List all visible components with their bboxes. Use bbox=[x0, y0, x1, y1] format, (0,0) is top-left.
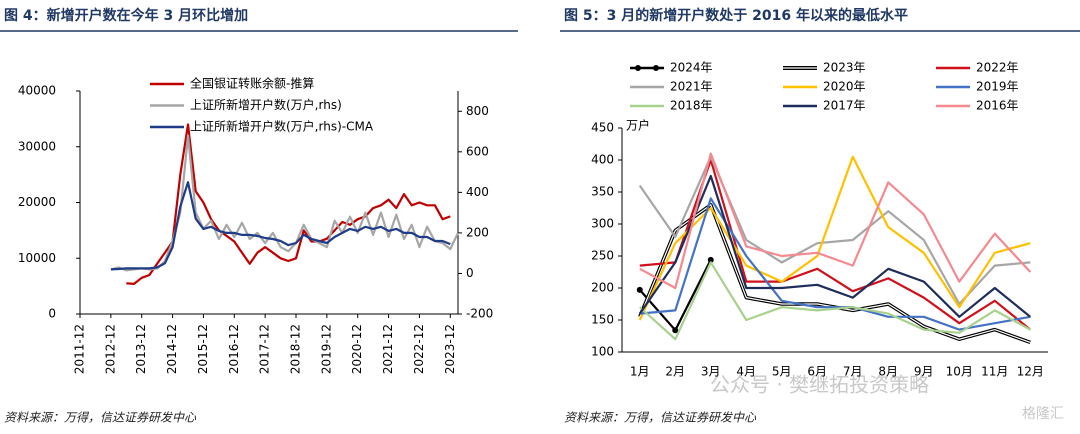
series-line bbox=[638, 174, 1031, 318]
y2-tick-label: 400 bbox=[466, 185, 489, 199]
legend-label: 2018年 bbox=[670, 99, 713, 113]
y2-tick-label: 200 bbox=[466, 225, 489, 239]
y2-tick-label: 600 bbox=[466, 144, 489, 158]
x-tick-label: 8月 bbox=[878, 365, 898, 379]
x-tick-label: 2018-12 bbox=[289, 324, 303, 374]
x-tick-label: 2014-12 bbox=[165, 324, 179, 374]
y-tick-label: 30000 bbox=[18, 139, 56, 153]
watermark: 公众号 · 樊继拓投资策略 bbox=[710, 373, 929, 397]
series-line bbox=[110, 181, 451, 271]
watermark: 格隆汇 bbox=[1022, 406, 1064, 422]
x-tick-label: 2022-12 bbox=[412, 324, 426, 374]
y2-tick-label: 0 bbox=[466, 266, 474, 280]
x-tick-label: 2015-12 bbox=[196, 324, 210, 374]
x-tick-label: 3月 bbox=[701, 365, 721, 379]
y-tick-label: 20000 bbox=[18, 195, 56, 209]
legend-label: 2023年 bbox=[823, 61, 866, 75]
source-note: 资料来源：万得，信达证券研发中心 bbox=[4, 411, 197, 425]
series-marker bbox=[707, 256, 714, 263]
series-marker bbox=[636, 286, 643, 293]
chart-title: 图 4：新增开户数在今年 3 月环比增加 bbox=[4, 7, 248, 24]
y-tick-label: 10000 bbox=[18, 251, 56, 265]
y2-tick-label: 800 bbox=[466, 104, 489, 118]
y2-tick-label: -200 bbox=[466, 307, 493, 321]
legend-label: 2022年 bbox=[976, 61, 1019, 75]
y-tick-label: 0 bbox=[48, 307, 56, 321]
legend-label: 2019年 bbox=[976, 80, 1019, 94]
x-tick-label: 10月 bbox=[946, 365, 973, 379]
legend-label: 2024年 bbox=[670, 61, 713, 75]
x-tick-label: 2017-12 bbox=[258, 324, 272, 374]
x-tick-label: 2021-12 bbox=[381, 324, 395, 374]
series-line bbox=[639, 261, 1031, 341]
legend-marker bbox=[653, 65, 659, 71]
x-tick-label: 4月 bbox=[736, 365, 756, 379]
chart-title: 图 5：3 月的新增开户数处于 2016 年以来的最低水平 bbox=[564, 7, 908, 24]
series-line bbox=[639, 152, 1032, 290]
x-tick-label: 2012-12 bbox=[103, 324, 117, 374]
x-tick-label: 2023-12 bbox=[443, 324, 457, 374]
series-marker bbox=[672, 327, 679, 334]
series-line bbox=[638, 203, 1031, 345]
legend-label: 全国银证转账余额-推算 bbox=[190, 76, 314, 91]
x-tick-label: 2013-12 bbox=[134, 324, 148, 374]
legend-label: 2016年 bbox=[976, 99, 1019, 113]
x-tick-label: 12月 bbox=[1017, 365, 1044, 379]
y-tick-label: 400 bbox=[591, 153, 614, 167]
y-tick-label: 250 bbox=[591, 249, 614, 263]
legend-label: 2020年 bbox=[823, 80, 866, 94]
series-line bbox=[110, 134, 459, 272]
x-tick-label: 7月 bbox=[843, 365, 863, 379]
x-tick-label: 2016-12 bbox=[227, 324, 241, 374]
legend-label: 上证所新增开户数(万户,rhs)-CMA bbox=[190, 119, 374, 134]
legend-label: 2021年 bbox=[670, 80, 713, 94]
series-line-inner bbox=[639, 203, 1031, 343]
y-tick-label: 150 bbox=[591, 313, 614, 327]
legend-label: 2017年 bbox=[823, 99, 866, 113]
legend-marker bbox=[635, 65, 641, 71]
x-tick-label: 5月 bbox=[772, 365, 792, 379]
series-line bbox=[638, 155, 1031, 306]
x-tick-label: 1月 bbox=[630, 365, 650, 379]
y-tick-label: 450 bbox=[591, 121, 614, 135]
source-note: 资料来源：万得，信达证券研发中心 bbox=[564, 411, 757, 425]
y-tick-label: 200 bbox=[591, 281, 614, 295]
series-line bbox=[126, 123, 451, 285]
x-tick-label: 2月 bbox=[665, 365, 685, 379]
y-axis-unit: 万户 bbox=[626, 118, 650, 133]
y-tick-label: 40000 bbox=[18, 84, 56, 98]
x-tick-label: 9月 bbox=[914, 365, 934, 379]
y-tick-label: 350 bbox=[591, 185, 614, 199]
x-tick-label: 11月 bbox=[981, 365, 1008, 379]
x-tick-label: 2011-12 bbox=[73, 324, 87, 374]
y-tick-label: 100 bbox=[591, 345, 614, 359]
y-tick-label: 300 bbox=[591, 217, 614, 231]
x-tick-label: 6月 bbox=[807, 365, 827, 379]
x-tick-label: 2019-12 bbox=[319, 324, 333, 374]
x-tick-label: 2020-12 bbox=[350, 324, 364, 374]
legend-label: 上证所新增开户数(万户,rhs) bbox=[190, 97, 342, 112]
